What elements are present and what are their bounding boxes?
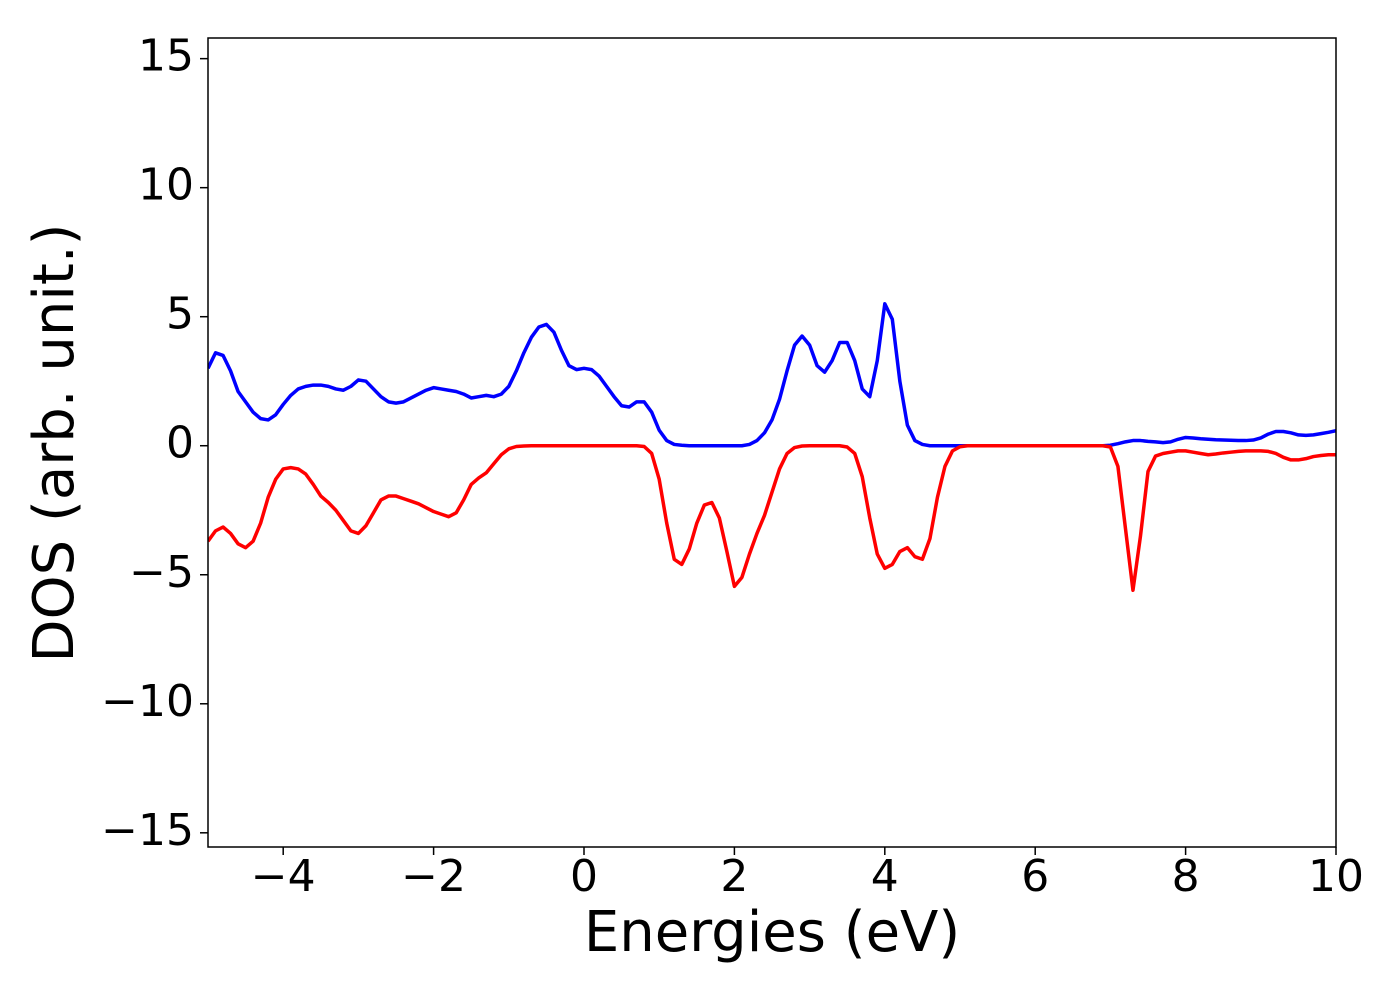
x-tick-label: 4 <box>871 851 899 902</box>
x-axis-label: Energies (eV) <box>584 900 960 965</box>
x-tick-label: 6 <box>1021 851 1049 902</box>
x-tick-label: 8 <box>1172 851 1200 902</box>
x-tick-label: 10 <box>1308 851 1364 902</box>
y-tick-label: −15 <box>101 805 194 856</box>
y-tick-label: −5 <box>129 547 194 598</box>
data-line <box>208 443 1336 592</box>
data-line <box>208 302 1336 448</box>
y-axis-label: DOS (arb. unit.) <box>22 223 87 662</box>
x-tick-label: 0 <box>570 851 598 902</box>
y-tick-label: 15 <box>138 31 194 82</box>
x-tick-label: −2 <box>401 851 466 902</box>
x-tick-label: −4 <box>251 851 316 902</box>
plot-frame <box>207 37 1337 848</box>
x-tick-label: 2 <box>720 851 748 902</box>
y-tick-label: −10 <box>101 676 194 727</box>
y-tick-label: 5 <box>166 289 194 340</box>
y-tick-label: 10 <box>138 160 194 211</box>
y-tick-label: 0 <box>166 418 194 469</box>
